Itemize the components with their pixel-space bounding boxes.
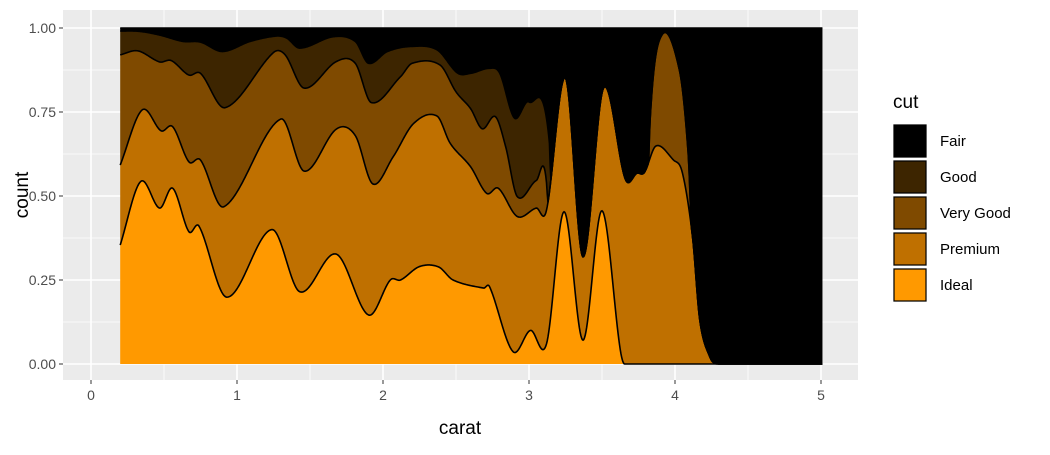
legend-key-premium (893, 232, 927, 266)
legend-key-ideal (893, 268, 927, 302)
area-very-good (120, 32, 823, 364)
outlines (119, 27, 823, 365)
x-tick-label: 2 (379, 387, 387, 403)
legend-key-fair (893, 124, 927, 158)
x-axis-title: carat (439, 418, 482, 439)
outline-ideal (119, 179, 823, 365)
legend-title: cut (893, 92, 919, 113)
legend: cut Fair Good Very Good Premium Ideal (893, 92, 1011, 302)
y-axis: 0.00 0.25 0.50 0.75 1.00 (29, 20, 63, 372)
y-tick-label: 0.75 (29, 104, 56, 120)
x-tick-label: 3 (525, 387, 533, 403)
area-premium (120, 77, 823, 365)
y-tick-label: 1.00 (29, 20, 56, 36)
x-tick-label: 0 (87, 387, 95, 403)
y-tick-label: 0.25 (29, 272, 56, 288)
outline-premium (119, 76, 823, 365)
legend-label-good: Good (940, 169, 977, 186)
area-good (120, 30, 823, 365)
x-tick-label: 5 (817, 387, 825, 403)
legend-label-very-good: Very Good (940, 205, 1011, 222)
legend-key-good (893, 160, 927, 194)
area-fair (120, 28, 823, 364)
x-tick-label: 1 (233, 387, 241, 403)
legend-key-very-good (893, 196, 927, 230)
legend-label-premium: Premium (940, 241, 1000, 258)
legend-label-ideal: Ideal (940, 277, 973, 294)
x-axis: 0 1 2 3 4 5 (87, 380, 825, 403)
y-tick-label: 0.00 (29, 356, 56, 372)
area-ideal (120, 180, 823, 364)
areas (120, 28, 823, 365)
y-axis-title: count (12, 171, 33, 218)
x-tick-label: 4 (671, 387, 679, 403)
y-tick-label: 0.50 (29, 188, 56, 204)
legend-label-fair: Fair (940, 133, 966, 150)
